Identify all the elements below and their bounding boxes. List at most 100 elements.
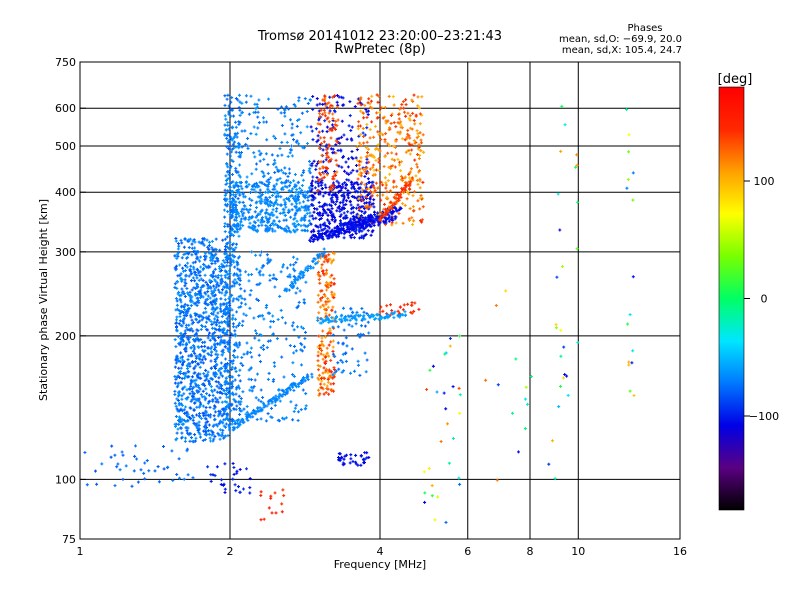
echo-point [188,406,192,410]
echo-point [215,355,219,359]
grid-lines [80,62,680,539]
echo-point [195,304,199,307]
echo-point [287,226,291,230]
echo-point [143,461,147,465]
echo-point [356,127,360,131]
echo-point [227,230,231,234]
echo-point [197,423,201,427]
echo-point [575,153,579,157]
echo-point [226,329,230,332]
echo-point [201,404,205,408]
echo-point [202,414,206,418]
echo-point [223,225,227,228]
echo-point [280,316,284,320]
echo-point [177,366,181,370]
echo-point [178,343,182,347]
echo-point [308,211,312,215]
echo-point [195,276,199,280]
echo-point [186,412,190,416]
stats-line-x: mean, sd,X: 105.4, 24.7 [562,45,682,56]
echo-point [206,346,210,349]
echo-point [213,347,216,351]
echo-point [292,328,296,332]
echo-point [211,326,214,330]
echo-point [416,199,420,203]
echo-point [85,483,89,487]
echo-point [251,415,255,419]
echo-point [124,464,128,468]
echo-point [335,209,339,213]
echo-point [316,359,320,363]
echo-point [288,151,292,155]
echo-point [184,371,188,375]
echo-point [378,310,382,314]
echo-point [219,268,223,272]
echo-point [201,389,205,393]
echo-point [183,385,187,389]
echo-point [409,167,413,171]
y-tick-label: 600 [55,102,76,115]
echo-point [197,431,201,435]
echo-point [227,311,231,315]
echo-point [232,297,236,301]
echo-point [555,275,559,279]
echo-point [273,364,277,368]
echo-point [326,213,330,217]
echo-point [419,149,423,153]
echo-point [350,150,354,153]
echo-point [173,338,177,342]
echo-point [174,358,178,362]
echo-point [566,393,570,397]
echo-point [237,106,241,110]
echo-point [412,219,416,223]
echo-point [289,400,293,404]
echo-point [227,275,231,279]
echo-point [394,152,398,156]
echo-point [203,306,207,310]
echo-point [268,273,272,277]
echo-point [177,391,180,395]
echo-point [179,366,183,370]
echo-point [262,347,266,351]
echo-point [222,265,226,269]
echo-point [283,132,287,136]
echo-point [179,293,183,297]
echo-point [314,168,318,171]
echo-point [393,165,397,169]
echo-point [179,381,183,385]
echo-point [347,157,350,161]
echo-point [266,163,270,167]
echo-point [184,349,188,353]
echo-point [308,159,311,163]
echo-point [342,306,345,310]
echo-point [297,96,301,100]
echo-point [214,252,218,256]
echo-point [401,221,405,225]
echo-point [212,310,216,314]
echo-point [245,405,249,408]
echo-point [186,291,189,295]
echo-point [396,157,400,161]
echo-point [223,462,227,466]
echo-point [201,284,205,288]
echo-point [210,246,214,250]
echo-point [328,95,332,99]
echo-point [238,341,241,345]
echo-point [267,97,270,101]
echo-point [238,163,242,167]
echo-point [184,269,187,273]
echo-point [173,401,177,405]
echo-point [203,340,207,344]
echo-point [344,186,348,190]
echo-point [195,405,199,409]
echo-point [206,294,210,298]
echo-point [447,461,451,465]
echo-point [238,379,242,383]
echo-point [257,121,261,125]
echo-point [258,159,262,163]
echo-point [205,392,209,396]
echo-point [233,378,237,382]
colorbar-tick-label: −100 [749,410,779,423]
echo-point [452,437,455,440]
echo-point [316,316,320,320]
